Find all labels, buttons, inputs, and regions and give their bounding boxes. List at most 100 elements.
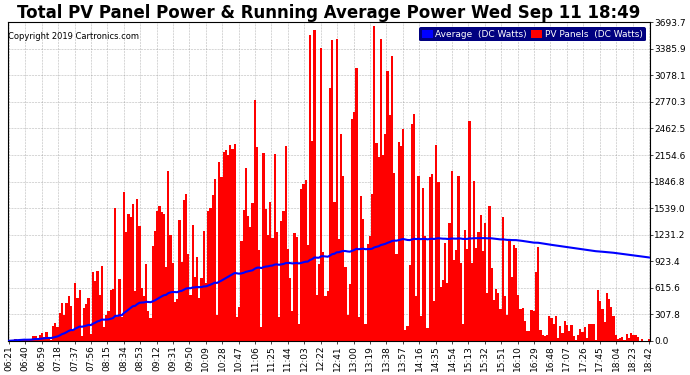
Bar [61, 303, 63, 341]
Bar [147, 311, 150, 341]
Bar [424, 236, 426, 341]
Bar [48, 336, 50, 341]
Bar [34, 336, 37, 341]
Bar [599, 301, 601, 341]
Bar [331, 39, 333, 341]
Bar [258, 250, 260, 341]
Bar [163, 214, 165, 341]
Bar [302, 184, 304, 341]
Bar [284, 146, 287, 341]
Bar [139, 226, 141, 341]
Bar [220, 177, 223, 341]
Bar [368, 236, 371, 341]
Bar [480, 215, 482, 341]
Bar [559, 326, 562, 341]
Bar [431, 174, 433, 341]
Bar [353, 112, 355, 341]
Bar [462, 324, 464, 341]
Bar [94, 281, 97, 341]
Bar [590, 324, 593, 341]
Bar [355, 68, 357, 341]
Bar [307, 244, 309, 341]
Bar [584, 327, 586, 341]
Bar [267, 235, 269, 341]
Bar [88, 298, 90, 341]
Bar [408, 265, 411, 341]
Bar [183, 200, 185, 341]
Bar [289, 278, 291, 341]
Bar [397, 142, 400, 341]
Bar [388, 116, 391, 341]
Bar [68, 297, 70, 341]
Bar [200, 278, 203, 341]
Bar [624, 340, 626, 341]
Bar [103, 327, 105, 341]
Bar [484, 223, 486, 341]
Bar [174, 302, 176, 341]
Bar [360, 196, 362, 341]
Bar [477, 232, 480, 341]
Bar [344, 267, 346, 341]
Bar [509, 240, 511, 341]
Bar [489, 206, 491, 341]
Bar [395, 254, 397, 341]
Bar [491, 268, 493, 341]
Bar [43, 337, 46, 341]
Bar [282, 211, 284, 341]
Bar [375, 142, 377, 341]
Bar [293, 233, 296, 341]
Bar [52, 326, 55, 341]
Bar [158, 206, 161, 341]
Bar [335, 39, 337, 341]
Bar [597, 290, 599, 341]
Bar [632, 334, 635, 341]
Bar [81, 336, 83, 341]
Bar [231, 149, 234, 341]
Bar [291, 311, 293, 341]
Bar [357, 317, 360, 341]
Bar [318, 264, 320, 341]
Bar [242, 210, 245, 341]
Bar [254, 100, 256, 341]
Bar [493, 300, 495, 341]
Bar [426, 328, 428, 341]
Bar [189, 296, 192, 341]
Bar [544, 336, 546, 341]
Bar [384, 134, 386, 341]
Bar [123, 192, 125, 341]
Bar [506, 315, 509, 341]
Bar [411, 124, 413, 341]
Bar [46, 332, 48, 341]
Bar [573, 336, 575, 341]
Bar [262, 153, 265, 341]
Bar [542, 335, 544, 341]
Bar [402, 129, 404, 341]
Bar [39, 335, 41, 341]
Bar [469, 121, 471, 341]
Bar [296, 237, 298, 341]
Bar [216, 315, 218, 341]
Bar [110, 290, 112, 341]
Bar [522, 308, 524, 341]
Bar [517, 296, 520, 341]
Bar [251, 203, 254, 341]
Bar [435, 145, 437, 341]
Bar [143, 296, 145, 341]
Bar [524, 321, 526, 341]
Bar [579, 328, 582, 341]
Bar [351, 119, 353, 341]
Bar [121, 317, 123, 341]
Bar [422, 188, 424, 341]
Bar [154, 231, 156, 341]
Title: Total PV Panel Power & Running Average Power Wed Sep 11 18:49: Total PV Panel Power & Running Average P… [17, 4, 640, 22]
Bar [626, 334, 628, 341]
Bar [234, 144, 236, 341]
Bar [77, 298, 79, 341]
Bar [615, 335, 617, 341]
Bar [134, 291, 136, 341]
Bar [568, 331, 571, 341]
Bar [400, 146, 402, 341]
Bar [203, 231, 205, 341]
Bar [446, 283, 448, 341]
Bar [86, 304, 88, 341]
